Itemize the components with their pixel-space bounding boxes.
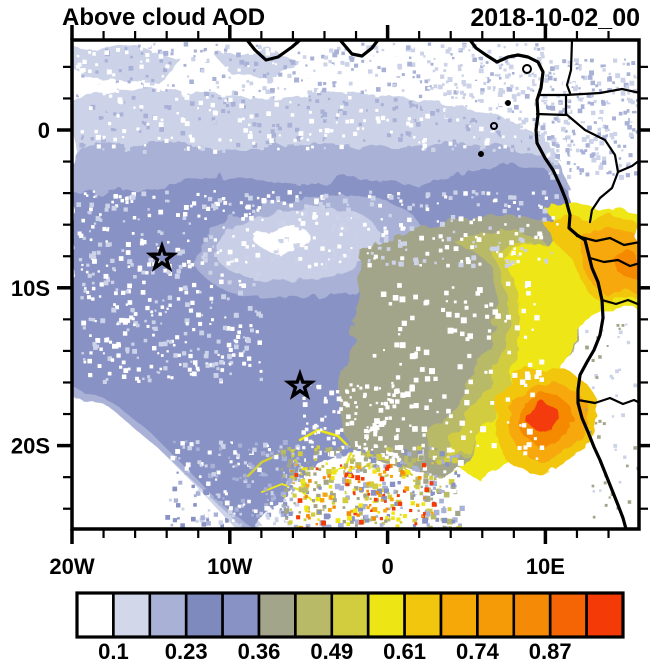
colorbar-cell-3 bbox=[184, 591, 224, 639]
colorbar-label-0.36: 0.36 bbox=[238, 639, 281, 664]
colorbar-cell-1 bbox=[112, 591, 152, 639]
x-axis-label-10W: 10W bbox=[207, 554, 252, 579]
x-axis-label-0: 0 bbox=[381, 554, 393, 579]
colorbar-label-0.49: 0.49 bbox=[310, 639, 353, 664]
colorbar: 0.1 0.23 0.36 0.49 0.61 0.74 0.87 bbox=[75, 591, 625, 664]
colorbar-label-0.87: 0.87 bbox=[529, 639, 572, 664]
coastline-0 bbox=[245, 41, 302, 62]
colorbar-label-0.23: 0.23 bbox=[165, 639, 208, 664]
speckle-zone-slate-nw-streaks bbox=[80, 250, 263, 384]
colorbar-cell-4 bbox=[221, 591, 261, 639]
country-border-7 bbox=[600, 298, 638, 306]
speckle-zone-warm-white-holes bbox=[370, 281, 545, 462]
speckle-zone-ne-land-mottle bbox=[545, 58, 638, 180]
speckle-zone-bottom-warm-specks bbox=[290, 462, 437, 528]
colorbar-cell-13 bbox=[548, 591, 588, 639]
geography bbox=[245, 41, 638, 528]
colorbar-label-0.61: 0.61 bbox=[383, 639, 426, 664]
country-border-5 bbox=[575, 234, 638, 247]
colorbar-cell-5 bbox=[257, 591, 297, 639]
colorbar-cell-2 bbox=[148, 591, 188, 639]
island-bioko bbox=[522, 64, 532, 74]
country-border-8 bbox=[576, 396, 638, 406]
island-annobon bbox=[478, 151, 484, 157]
colorbar-label-0.1: 0.1 bbox=[98, 639, 129, 664]
colorbar-cell-6 bbox=[294, 591, 334, 639]
field-region-red-spot bbox=[526, 403, 559, 432]
y-axis-label-0: 0 bbox=[38, 118, 50, 143]
colorbar-cell-11 bbox=[476, 591, 516, 639]
island-principe bbox=[505, 100, 511, 106]
plot-title: Above cloud AOD bbox=[62, 4, 266, 31]
y-axis-label-20S: 20S bbox=[11, 434, 50, 459]
speckle-zone-north-mottle-lav bbox=[75, 42, 550, 154]
country-border-0 bbox=[565, 41, 574, 95]
speckle-zone-north-mottle-white bbox=[75, 42, 549, 154]
colorbar-frame bbox=[75, 591, 625, 639]
country-border-2 bbox=[564, 87, 638, 97]
island-sao-tome bbox=[490, 122, 498, 130]
colorbar-cell-10 bbox=[439, 591, 479, 639]
axis-ticks bbox=[57, 25, 650, 544]
coastline-1 bbox=[338, 41, 380, 58]
colorbar-cell-12 bbox=[512, 591, 552, 639]
colorbar-cell-7 bbox=[330, 591, 370, 639]
country-border-1 bbox=[535, 93, 568, 117]
country-border-6 bbox=[588, 256, 638, 268]
field-squiggle-1 bbox=[298, 428, 354, 476]
st-helena-star bbox=[283, 368, 317, 400]
x-axis-label-20W: 20W bbox=[49, 554, 94, 579]
colorbar-cell-14 bbox=[585, 591, 625, 639]
field-region-deep-orange-north bbox=[612, 250, 638, 280]
colorbar-cell-8 bbox=[366, 591, 406, 639]
ascension-island-star bbox=[145, 240, 179, 272]
colorbar-label-0.74: 0.74 bbox=[456, 639, 500, 664]
y-axis-label-10S: 10S bbox=[11, 276, 50, 301]
speckle-zone-se-land-sparse bbox=[585, 323, 638, 519]
x-axis-label-10E: 10E bbox=[526, 554, 565, 579]
colorbar-cell-0 bbox=[75, 591, 115, 639]
colorbar-cell-9 bbox=[403, 591, 443, 639]
plot-timestamp: 2018-10-02_00 bbox=[470, 4, 640, 32]
